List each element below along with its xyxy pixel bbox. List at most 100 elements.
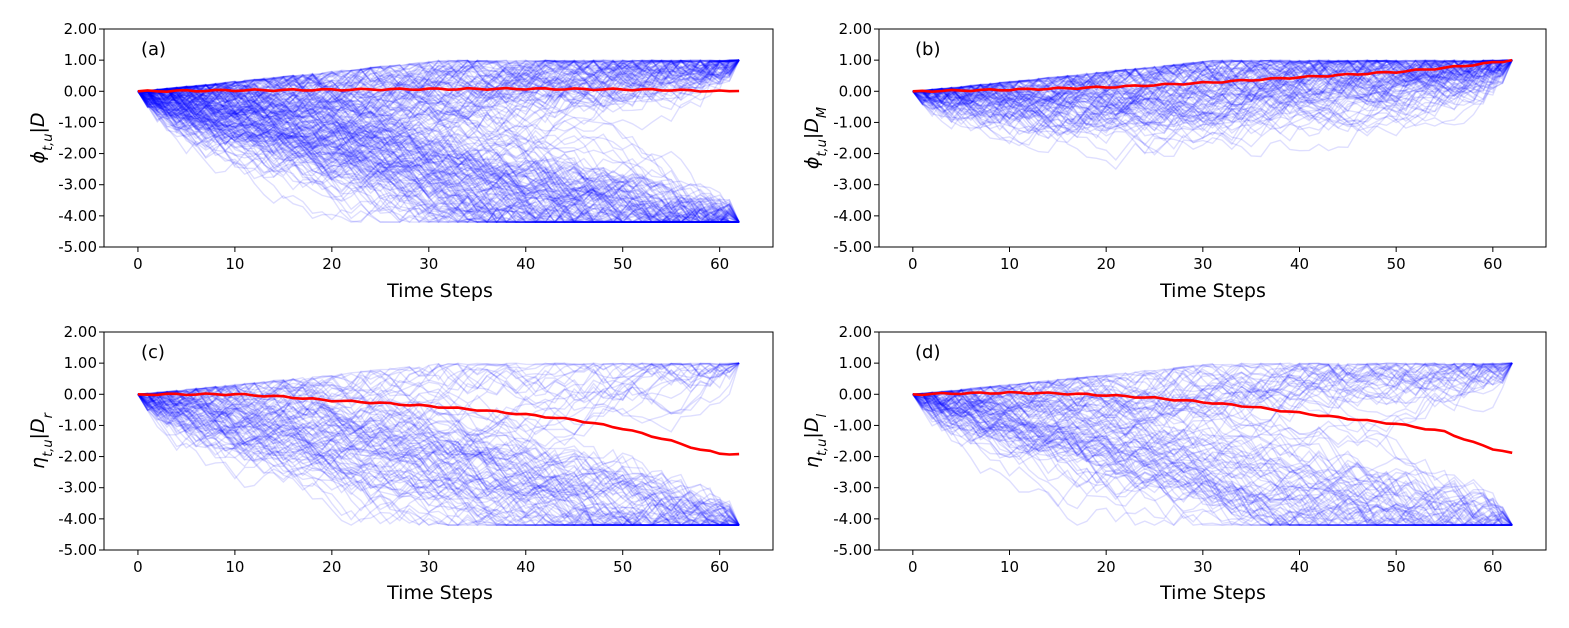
sample-trajectory-d-57 [912,379,1513,526]
sample-trajectory-c-14 [137,390,740,526]
sample-trajectory-a-32 [137,90,740,223]
sample-trajectory-b-37 [912,59,1513,117]
sample-trajectory-a-7 [137,59,740,147]
sample-trajectory-d-61 [912,393,1513,527]
sample-trajectory-d-108 [912,362,1513,451]
sample-trajectory-a-75 [137,82,740,224]
sample-trajectory-c-51 [137,362,740,436]
sample-trajectory-d-22 [912,393,1513,526]
sample-trajectory-c-91 [137,387,740,526]
sample-trajectory-c-40 [137,390,740,526]
sample-trajectory-a-204 [137,87,740,223]
x-tick-label-a-0: 0 [133,255,143,273]
sample-trajectory-d-32 [912,378,1513,526]
x-axis-title-a: Time Steps [386,280,493,302]
sample-trajectory-a-117 [137,87,740,223]
sample-trajectory-d-106 [912,384,1513,526]
sample-trajectory-a-189 [137,90,740,223]
sample-trajectory-d-63 [912,392,1513,527]
y-tick-label-a-1: 1.00 [64,51,97,69]
sample-trajectory-a-50 [137,89,740,223]
x-tick-label-a-5: 50 [613,255,632,273]
sample-trajectory-d-25 [912,362,1513,427]
sample-trajectory-c-60 [137,383,740,526]
sample-trajectory-d-92 [912,390,1513,526]
sample-trajectory-c-6 [137,384,740,527]
sample-trajectory-a-93 [137,59,740,112]
sample-trajectory-a-199 [137,82,740,224]
sample-trajectory-a-104 [137,59,740,120]
sample-trajectory-d-66 [912,383,1513,526]
sample-trajectory-d-95 [912,388,1513,526]
sample-trajectory-a-77 [137,59,740,114]
sample-trajectory-b-27 [912,59,1513,128]
sample-trajectory-d-20 [912,362,1513,425]
trajectories-a [137,59,740,224]
x-tick-label-c-6: 60 [710,558,729,576]
sample-trajectory-d-79 [912,393,1513,526]
sample-trajectory-c-7 [137,393,740,526]
sample-trajectory-a-81 [137,59,740,110]
sample-trajectory-d-93 [912,391,1513,526]
sample-trajectory-b-9 [912,59,1513,134]
sample-trajectory-b-12 [912,59,1513,130]
sample-trajectory-b-15 [912,59,1513,132]
sample-trajectory-a-30 [137,85,740,223]
sample-trajectory-b-77 [912,59,1513,156]
sample-trajectory-c-28 [137,393,740,526]
x-tick-label-c-2: 20 [322,558,341,576]
sample-trajectory-c-22 [137,390,740,526]
x-tick-label-b-5: 50 [1387,255,1406,273]
y-tick-label-a-7: -5.00 [58,238,97,256]
y-tick-label-a-3: -1.00 [58,113,97,131]
panel-label-c: (c) [141,342,165,363]
sample-trajectory-b-49 [912,59,1513,112]
sample-trajectory-b-1 [912,59,1513,112]
sample-trajectory-a-122 [137,59,740,124]
sample-trajectory-d-15 [912,393,1513,526]
mean-trajectory-d [912,390,1513,455]
sample-trajectory-a-193 [137,83,740,223]
sample-trajectory-c-3 [137,392,740,526]
sample-trajectory-a-73 [137,59,740,123]
sample-trajectory-a-27 [137,77,740,223]
sample-trajectory-a-11 [137,90,740,223]
sample-trajectory-d-19 [912,362,1513,433]
sample-trajectory-a-195 [137,59,740,108]
sample-trajectory-c-42 [137,393,740,526]
sample-trajectory-a-179 [137,59,740,116]
sample-trajectory-b-50 [912,59,1513,106]
sample-trajectory-b-23 [912,59,1513,158]
axes-b: 2.00 1.00 0.00 -1.00 -2.00 -3.00 -4.00 -5.00 0 10… [833,20,1547,273]
sample-trajectory-d-98 [912,391,1513,527]
sample-trajectory-a-207 [137,88,740,223]
sample-trajectory-a-124 [137,59,740,113]
sample-trajectory-c-23 [137,393,740,526]
sample-trajectory-a-16 [137,87,740,223]
sample-trajectory-a-212 [137,90,740,223]
sample-trajectory-a-177 [137,89,740,223]
sample-trajectory-c-97 [137,393,740,526]
sample-trajectory-a-132 [137,90,740,223]
sample-trajectory-a-160 [137,89,740,224]
plot-frame-a [103,28,774,248]
sample-trajectory-a-123 [137,90,740,223]
sample-trajectory-d-55 [912,362,1513,416]
sample-trajectory-d-49 [912,393,1513,526]
sample-trajectory-a-52 [137,59,740,120]
sample-trajectory-d-83 [912,393,1513,526]
sample-trajectory-a-155 [137,89,740,223]
y-tick-label-c-0: 2.00 [64,323,97,341]
sample-trajectory-a-35 [137,59,740,121]
sample-trajectory-a-24 [137,80,740,223]
sample-trajectory-a-174 [137,59,740,118]
x-tick-label-c-0: 0 [133,558,143,576]
sample-trajectory-c-46 [137,380,740,526]
sample-trajectory-d-13 [912,389,1513,526]
sample-trajectory-a-58 [137,59,740,105]
sample-trajectory-c-85 [137,385,740,526]
axes-a: 2.00 1.00 0.00 -1.00 -2.00 -3.00 -4.00 -5.00 0 10… [58,20,774,273]
sample-trajectory-a-94 [137,59,740,111]
sample-trajectory-c-17 [137,362,740,422]
sample-trajectory-c-0 [137,383,740,526]
